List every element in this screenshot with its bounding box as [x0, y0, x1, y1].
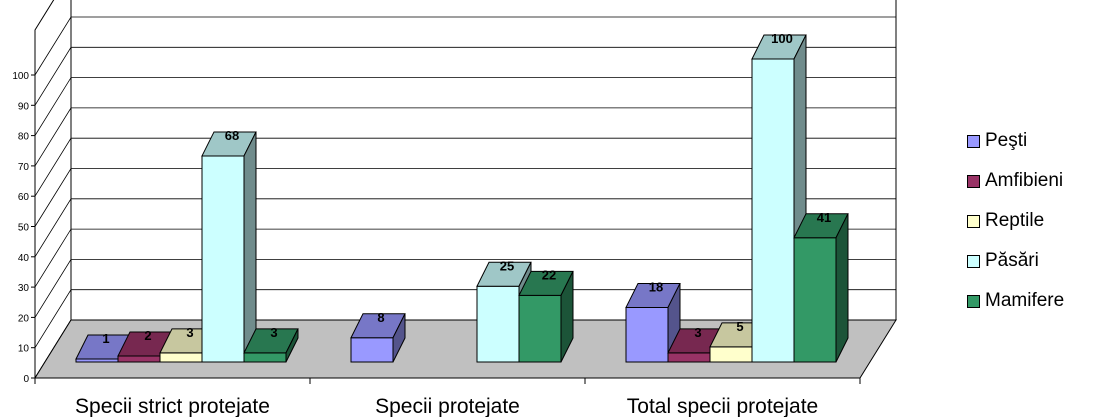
bar-front — [625, 306, 669, 363]
legend-swatch — [967, 174, 980, 188]
gridline — [34, 289, 896, 348]
y-tick-label: 70 — [18, 162, 30, 173]
bar-front — [476, 285, 520, 363]
legend: Peşti Amfibieni Reptile Păsări Mamifere — [967, 121, 1097, 321]
bar-front — [667, 352, 711, 363]
bar-side — [285, 328, 299, 363]
bar-front — [159, 352, 203, 363]
gridline — [34, 107, 896, 167]
y-tick-label: 90 — [18, 101, 30, 112]
data-label: 41 — [817, 210, 831, 225]
bar-side — [392, 313, 406, 363]
data-label: 2 — [144, 328, 151, 343]
bar — [243, 328, 299, 363]
y-tick-label: 20 — [18, 313, 30, 324]
bar — [518, 270, 574, 363]
bar — [793, 213, 849, 363]
gridline — [34, 198, 896, 258]
bar-side — [243, 131, 257, 363]
bar-side — [835, 213, 849, 363]
legend-label: Peşti — [985, 130, 1028, 151]
data-label: 18 — [649, 279, 663, 294]
gridline — [34, 258, 896, 318]
y-tick-label: 0 — [23, 374, 29, 385]
data-label: 3 — [694, 325, 701, 340]
legend-swatch — [967, 294, 980, 308]
x-category-label: Specii strict protejate — [75, 395, 270, 417]
bars — [75, 34, 849, 363]
y-axis: 0 10 20 30 40 50 60 70 80 90 100 — [12, 71, 36, 385]
data-label: 68 — [225, 128, 239, 143]
y-tick-label: 100 — [12, 71, 29, 82]
legend-label: Amfibieni — [985, 170, 1064, 191]
x-category-label: Specii protejate — [375, 395, 520, 417]
y-tick-label: 30 — [18, 283, 30, 294]
bar — [201, 131, 257, 363]
gridline — [34, 168, 896, 227]
bar-front — [201, 155, 245, 363]
bar-front — [350, 337, 394, 363]
bar-front — [793, 237, 837, 363]
data-label: 25 — [500, 258, 514, 273]
legend-label: Păsări — [985, 250, 1039, 271]
data-label: 5 — [736, 319, 743, 334]
bar-front — [518, 294, 562, 363]
legend-swatch — [967, 254, 980, 268]
bar-front — [751, 58, 795, 363]
gridline — [34, 16, 896, 76]
data-label: 3 — [270, 325, 277, 340]
y-tick-label: 10 — [18, 344, 30, 355]
gridline — [34, 137, 896, 197]
legend-item: Mamifere — [967, 281, 1097, 321]
y-tick-label: 40 — [18, 253, 30, 264]
x-category-label: Total specii protejate — [627, 395, 818, 417]
legend-item: Păsări — [967, 241, 1097, 281]
data-label: 8 — [377, 310, 384, 325]
data-label: 100 — [771, 31, 793, 46]
gridline — [34, 228, 896, 288]
gridline — [34, 46, 896, 106]
y-tick-label: 80 — [18, 132, 30, 143]
bar — [350, 313, 406, 363]
x-axis: Specii strict protejate Specii protejate T… — [34, 377, 861, 417]
data-label: 3 — [186, 325, 193, 340]
legend-label: Reptile — [985, 210, 1045, 231]
bar-side — [560, 271, 574, 363]
legend-swatch — [967, 214, 980, 228]
legend-item: Reptile — [967, 201, 1097, 241]
bar-front — [709, 346, 753, 363]
data-label: 22 — [542, 267, 556, 282]
y-tick-label: 50 — [18, 223, 30, 234]
legend-item: Peşti — [967, 121, 1097, 161]
bar-front — [117, 355, 161, 363]
data-label: 1 — [102, 331, 109, 346]
bar — [709, 322, 765, 363]
legend-item: Amfibieni — [967, 161, 1097, 201]
legend-label: Mamifere — [985, 290, 1065, 311]
y-tick-label: 60 — [18, 192, 30, 203]
bar-front — [243, 352, 287, 363]
gridline — [34, 77, 896, 136]
legend-swatch — [967, 134, 980, 148]
data-labels: 1 2 3 68 3 8 25 22 18 3 5 100 41 — [102, 31, 831, 346]
